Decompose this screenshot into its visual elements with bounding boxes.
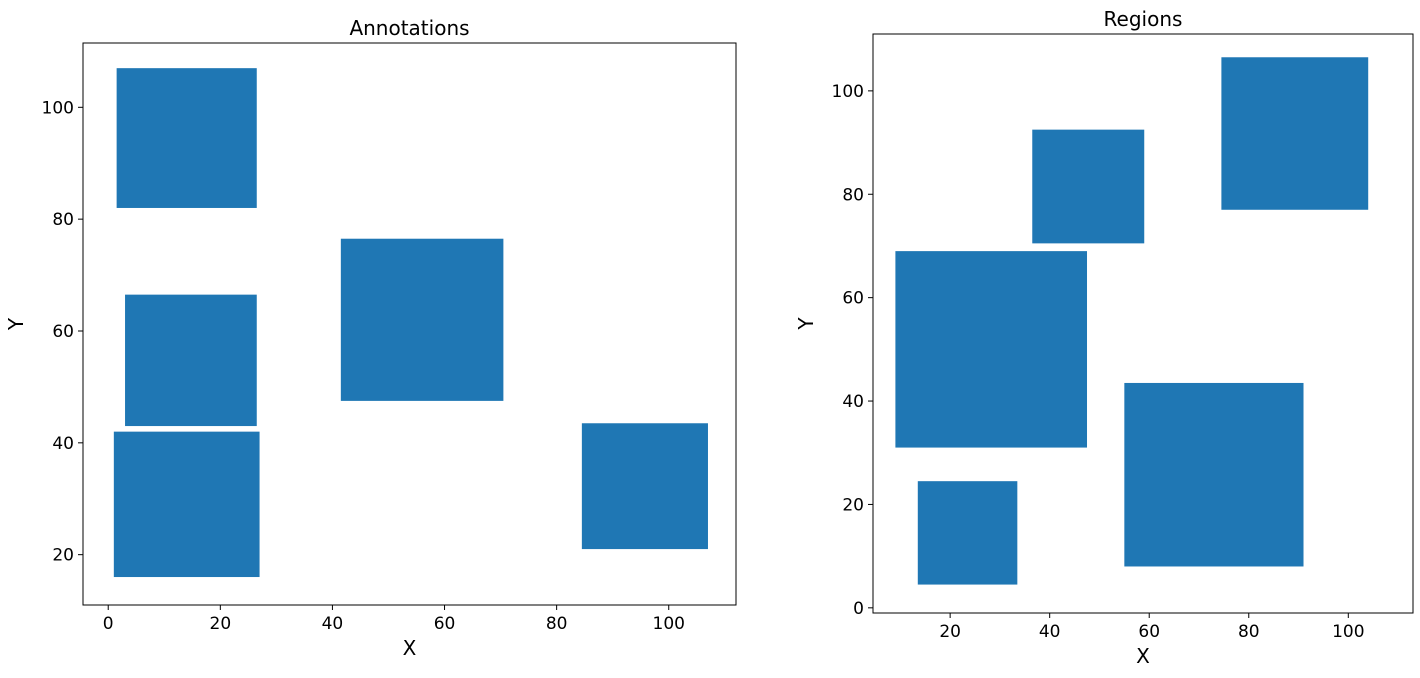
y-tick-label: 20: [842, 495, 864, 515]
y-tick-label: 80: [842, 185, 864, 205]
plot-frame: [872, 33, 1414, 614]
x-tick-label: 20: [939, 622, 961, 642]
chart-title: Regions: [1104, 7, 1183, 31]
x-axis-label: X: [403, 636, 417, 660]
annotations-chart: 0 20 40 60 80 100 20 40 60 80 100 X Y Annotations: [4, 16, 737, 660]
y-tick-label: 60: [842, 289, 864, 309]
y-axis-label: Y: [794, 317, 818, 331]
y-axis-label: Y: [4, 317, 28, 331]
x-tick-label: 80: [1238, 622, 1260, 642]
y-tick-label: 60: [52, 322, 74, 342]
data-rect: [116, 68, 257, 208]
x-tick-label: 60: [1138, 622, 1160, 642]
y-tick-label: 80: [52, 210, 74, 230]
data-rect: [1221, 57, 1369, 210]
data-rect: [917, 481, 1018, 585]
data-rect: [125, 294, 257, 427]
x-tick-label: 20: [210, 614, 232, 634]
data-rect: [113, 431, 260, 578]
x-tick-label: 40: [1039, 622, 1061, 642]
data-rect: [340, 238, 504, 401]
data-rect: [1032, 129, 1145, 244]
y-tick-label: 100: [42, 98, 74, 118]
y-tick-label: 0: [853, 599, 864, 619]
x-axis-label: X: [1136, 644, 1150, 668]
x-tick-label: 60: [434, 614, 456, 634]
chart-title: Annotations: [349, 16, 469, 40]
y-tick-label: 40: [842, 392, 864, 412]
x-tick-label: 100: [1332, 622, 1364, 642]
x-tick-label: 0: [103, 614, 114, 634]
x-tick-label: 40: [322, 614, 344, 634]
data-rect: [1124, 382, 1304, 567]
data-rect: [581, 423, 708, 550]
x-tick-label: 100: [653, 614, 685, 634]
y-tick-label: 100: [832, 82, 864, 102]
data-rect: [895, 251, 1088, 448]
plot-frame: [82, 42, 737, 606]
y-tick-label: 40: [52, 434, 74, 454]
x-tick-label: 80: [546, 614, 568, 634]
regions-chart: 20 40 60 80 100 0 20 40 60 80 100 X Y Regions: [794, 7, 1414, 668]
y-tick-label: 20: [52, 546, 74, 566]
